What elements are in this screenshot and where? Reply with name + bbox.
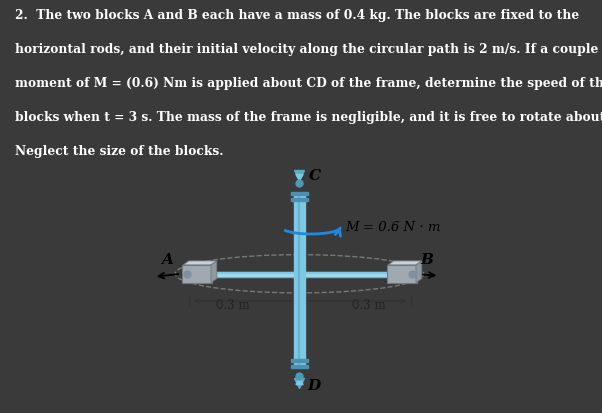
Bar (291, 198, 308, 201)
FancyBboxPatch shape (182, 264, 212, 283)
Text: C: C (309, 169, 321, 183)
Text: 0.3 m: 0.3 m (216, 299, 249, 312)
Bar (291, 365, 308, 368)
Polygon shape (388, 261, 422, 265)
FancyBboxPatch shape (387, 264, 417, 283)
Polygon shape (211, 261, 217, 282)
Polygon shape (416, 261, 422, 282)
Polygon shape (183, 261, 217, 265)
Bar (294, 193, 305, 366)
Bar (297, 193, 300, 366)
Text: 2.  The two blocks A and B each have a mass of 0.4 kg. The blocks are fixed to t: 2. The two blocks A and B each have a ma… (15, 9, 579, 22)
Text: D: D (307, 379, 320, 392)
Text: M = 0.6 N · m: M = 0.6 N · m (345, 221, 441, 234)
Bar (185, 272, 414, 277)
Bar (291, 192, 308, 195)
Bar (185, 274, 414, 276)
Text: A: A (162, 253, 173, 267)
Bar (291, 359, 308, 362)
Text: moment of M = (0.6) Nm is applied about CD of the frame, determine the speed of : moment of M = (0.6) Nm is applied about … (15, 77, 602, 90)
Text: horizontal rods, and their initial velocity along the circular path is 2 m/s. If: horizontal rods, and their initial veloc… (15, 43, 598, 56)
Bar (185, 272, 414, 276)
Text: 0.3 m: 0.3 m (352, 299, 386, 312)
Text: B: B (421, 253, 433, 267)
Text: blocks when t = 3 s. The mass of the frame is negligible, and it is free to rota: blocks when t = 3 s. The mass of the fra… (15, 111, 602, 124)
Text: Neglect the size of the blocks.: Neglect the size of the blocks. (15, 145, 223, 158)
